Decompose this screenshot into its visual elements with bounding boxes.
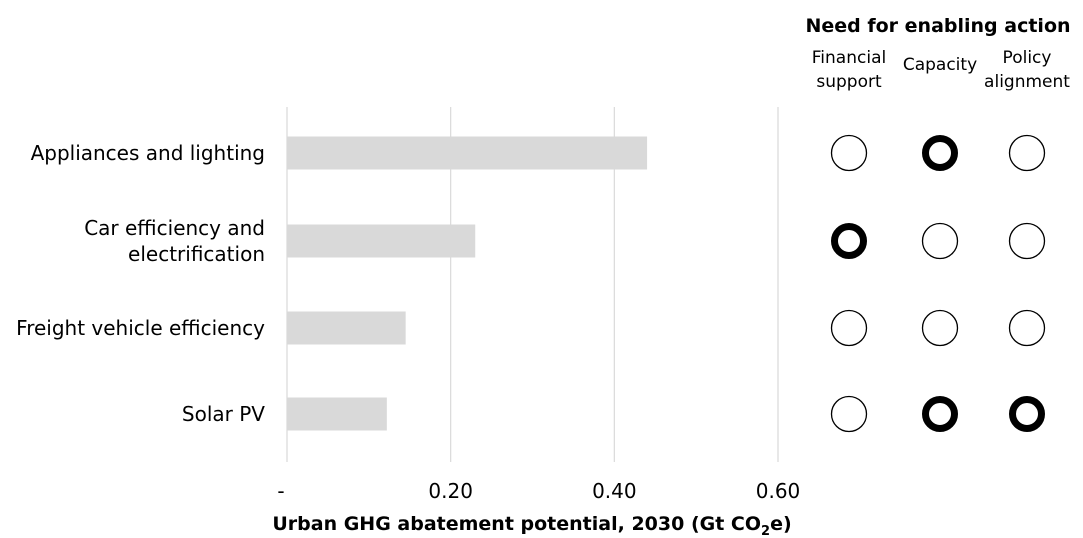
indicator-row-1-col-1-low	[921, 222, 959, 260]
column-header-2-line-1: alignment	[984, 72, 1070, 92]
x-axis-title: Urban GHG abatement potential, 2030 (Gt …	[272, 513, 791, 538]
indicator-row-3-col-1-high	[922, 396, 958, 432]
indicator-row-1-col-2-low	[1008, 222, 1046, 260]
bar-0	[287, 136, 648, 170]
indicator-row-1-col-0-high	[831, 223, 867, 259]
enabling-action-column-headers: Financial support Capacity Policy alignment	[812, 48, 1071, 92]
category-label-2: Freight vehicle efficiency	[16, 316, 265, 340]
enabling-action-indicators	[830, 134, 1046, 433]
category-label-1-line-1: electrification	[128, 242, 265, 266]
category-label-0: Appliances and lighting	[31, 141, 265, 165]
x-tick-labels: - 0.20 0.40 0.60	[277, 479, 800, 503]
x-tick-label-1: 0.20	[428, 479, 473, 503]
enabling-action-title: Need for enabling action	[805, 15, 1070, 37]
category-label-1-line-0: Car efficiency and	[84, 216, 265, 240]
indicator-row-3-col-0-low	[830, 395, 868, 433]
column-header-2-line-0: Policy	[1003, 48, 1052, 68]
column-header-1: Capacity	[903, 55, 977, 75]
column-header-0-line-1: support	[816, 72, 882, 92]
indicator-row-3-col-2-high	[1009, 396, 1045, 432]
x-tick-label-0: -	[277, 479, 284, 503]
bar-2	[287, 311, 406, 345]
category-labels: Appliances and lighting Car efficiency an…	[16, 141, 265, 426]
indicator-row-0-col-2-low	[1008, 134, 1046, 172]
column-header-0-line-0: Financial	[812, 48, 886, 68]
x-tick-label-2: 0.40	[592, 479, 637, 503]
indicator-row-0-col-0-low	[830, 134, 868, 172]
indicator-row-0-col-1-high	[922, 135, 958, 171]
bar-3	[287, 397, 387, 431]
x-tick-label-3: 0.60	[756, 479, 801, 503]
bar-1	[287, 224, 476, 258]
bars	[287, 136, 648, 431]
indicator-row-2-col-2-low	[1008, 309, 1046, 347]
indicator-row-2-col-1-low	[921, 309, 959, 347]
indicator-row-2-col-0-low	[830, 309, 868, 347]
category-label-3: Solar PV	[182, 402, 265, 426]
